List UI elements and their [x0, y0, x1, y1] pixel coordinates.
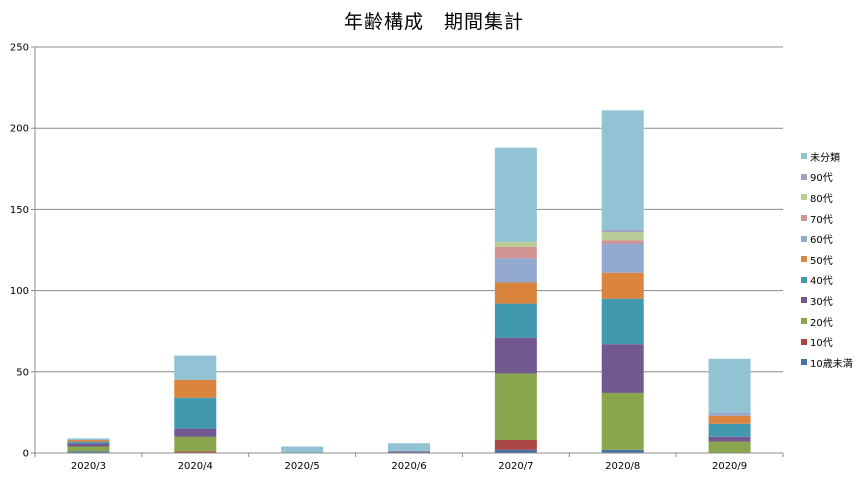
bar-segment: [67, 441, 110, 444]
legend-label: 未分類: [810, 152, 840, 164]
bar-segment: [67, 451, 110, 453]
bar-segment: [174, 355, 217, 380]
bar-segment: [708, 423, 751, 437]
legend-swatch: [801, 256, 807, 263]
bar-segment: [494, 241, 537, 247]
bar-segment: [601, 240, 644, 244]
bar-segment: [388, 443, 430, 452]
bar-segment: [601, 298, 644, 345]
legend-label: 90代: [810, 173, 833, 185]
bar-segment: [494, 258, 537, 283]
bar-segment: [601, 392, 644, 450]
bar-segment: [601, 243, 644, 273]
legend: 未分類 90代 80代 70代 60代 50代 40代 30代 20代 10代 10歳未満: [801, 146, 853, 373]
legend-item: 70代: [801, 208, 853, 229]
bar-segment: [174, 436, 217, 452]
y-tick-label: 250: [10, 43, 29, 54]
legend-swatch: [801, 318, 807, 325]
legend-item: 30代: [801, 290, 853, 311]
legend-item: 50代: [801, 249, 853, 270]
bar-segment: [494, 303, 537, 338]
bar-segment: [601, 449, 644, 453]
x-tick-label: 2020/9: [712, 461, 747, 472]
legend-label: 30代: [810, 296, 833, 308]
legend-label: 40代: [810, 276, 833, 288]
legend-label: 20代: [810, 317, 833, 329]
x-tick-label: 2020/5: [285, 461, 320, 472]
bar-segment: [494, 337, 537, 374]
y-tick-label: 100: [10, 286, 29, 297]
legend-item: 40代: [801, 270, 853, 291]
y-tick-label: 150: [10, 205, 29, 216]
legend-swatch: [801, 173, 807, 180]
bar-segment: [601, 272, 644, 299]
y-tick-label: 0: [23, 449, 29, 460]
legend-item: 未分類: [801, 146, 853, 167]
legend-swatch: [801, 194, 807, 201]
legend-swatch: [801, 215, 807, 222]
bar-segment: [708, 358, 751, 413]
bar-segment: [494, 282, 537, 304]
bar-segment: [388, 451, 430, 453]
bar-segment: [708, 436, 751, 442]
bar-segment: [174, 428, 217, 437]
legend-swatch: [801, 338, 807, 345]
bar-segment: [601, 232, 644, 241]
bar-segment: [494, 449, 537, 453]
bar-segment: [601, 344, 644, 393]
legend-swatch: [801, 297, 807, 304]
legend-swatch: [801, 359, 807, 366]
bar-segment: [67, 440, 110, 442]
bar-segment: [494, 246, 537, 259]
bar-segment: [67, 446, 110, 452]
legend-item: 60代: [801, 228, 853, 249]
legend-item: 10代: [801, 331, 853, 352]
bar-segment: [494, 373, 537, 441]
legend-label: 10代: [810, 338, 833, 350]
bar-segment: [708, 412, 751, 416]
legend-swatch: [801, 276, 807, 283]
bar-segment: [601, 110, 644, 231]
bar-segment: [174, 451, 217, 453]
bar-segment: [708, 415, 751, 424]
legend-label: 60代: [810, 235, 833, 247]
x-tick-label: 2020/7: [498, 461, 533, 472]
legend-item: 20代: [801, 311, 853, 332]
bar-segment: [494, 147, 537, 242]
legend-item: 80代: [801, 187, 853, 208]
bar-segment: [494, 440, 537, 450]
x-tick-label: 2020/3: [71, 461, 106, 472]
bar-segment: [174, 397, 217, 429]
bar-segment: [67, 438, 110, 441]
legend-label: 10歳未満: [810, 358, 853, 370]
chart-title: 年齢構成 期間集計: [343, 11, 524, 33]
legend-item: 90代: [801, 167, 853, 188]
y-tick-label: 50: [16, 367, 29, 378]
bar-segment: [174, 379, 217, 398]
x-tick-label: 2020/4: [178, 461, 213, 472]
x-tick-label: 2020/6: [391, 461, 426, 472]
legend-item: 10歳未満: [801, 352, 853, 373]
legend-label: 80代: [810, 193, 833, 205]
x-tick-label: 2020/8: [605, 461, 640, 472]
y-tick-label: 200: [10, 124, 29, 135]
legend-label: 70代: [810, 214, 833, 226]
bar-segment: [708, 441, 751, 453]
legend-label: 50代: [810, 255, 833, 267]
bar-segment: [281, 446, 324, 453]
legend-swatch: [801, 235, 807, 242]
legend-swatch: [801, 153, 807, 160]
bar-segment: [601, 230, 644, 233]
bar-segment: [67, 443, 110, 447]
